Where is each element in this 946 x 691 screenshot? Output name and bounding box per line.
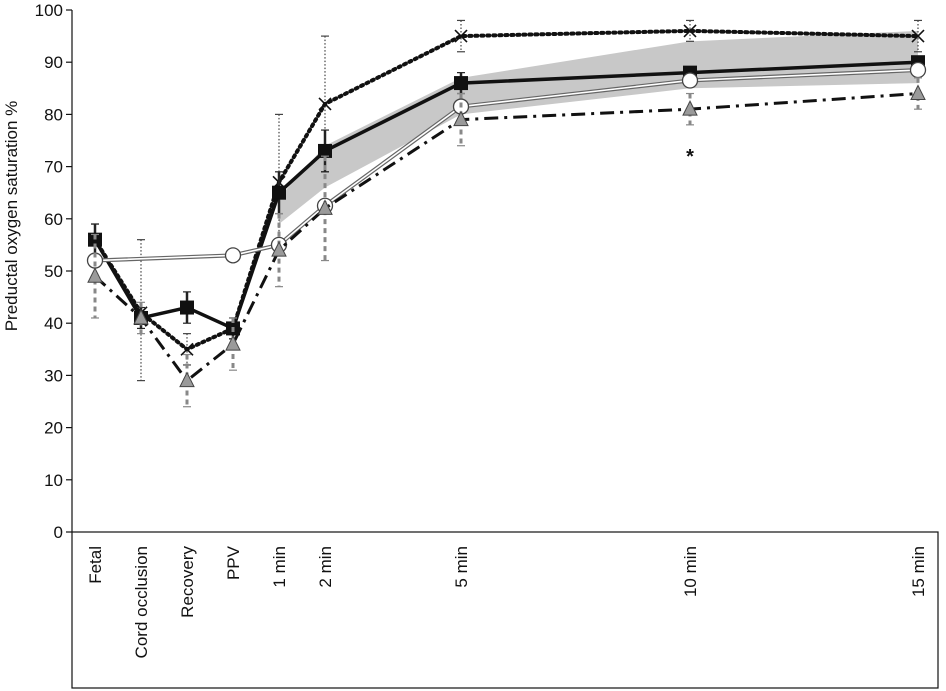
x-category-label-5-min: 5 min	[452, 546, 471, 588]
y-tick-label: 50	[44, 262, 63, 281]
data-point-circle	[909, 61, 927, 79]
y-axis-title: Preductal oxygen saturation %	[2, 101, 21, 332]
series-4-triangle	[87, 77, 926, 408]
y-tick-label: 70	[44, 158, 63, 177]
data-point-square	[454, 76, 468, 91]
y-tick-label: 40	[44, 314, 63, 333]
y-tick-label: 90	[44, 53, 63, 72]
data-point-triangle	[453, 110, 469, 127]
x-category-label-cord-occlusion: Cord occlusion	[132, 546, 151, 658]
data-point-x	[683, 24, 697, 38]
data-point-triangle	[133, 308, 149, 325]
data-point-triangle	[271, 241, 287, 257]
y-tick-label: 10	[44, 471, 63, 490]
y-tick-label: 100	[35, 1, 63, 20]
label-layer: 0 10 20 30 40 50 60 70 80 90 100 Preductal oxygen s…	[2, 1, 928, 658]
data-point-circle	[224, 247, 242, 264]
data-point-triangle	[179, 371, 195, 388]
series-line	[93, 92, 919, 383]
x-category-label-2-min: 2 min	[316, 546, 335, 588]
data-point-x	[318, 97, 332, 111]
data-point-x	[454, 29, 468, 43]
y-tick-label: 60	[44, 210, 63, 229]
data-point-triangle	[317, 199, 333, 215]
data-point-circle	[681, 72, 699, 89]
series-layer	[86, 19, 927, 408]
data-point-triangle	[87, 267, 103, 283]
y-tick-label: 20	[44, 419, 63, 438]
data-point-square	[180, 300, 194, 315]
y-tick-label: 30	[44, 366, 63, 385]
y-tick-label: 80	[44, 105, 63, 124]
x-category-label-10-min: 10 min	[681, 546, 700, 597]
data-point-triangle	[910, 84, 926, 101]
x-axis-box	[71, 531, 939, 689]
data-point-triangle	[682, 100, 698, 116]
y-tick-label: 0	[54, 523, 63, 542]
x-category-label-fetal: Fetal	[86, 546, 105, 584]
x-category-label-15-min: 15 min	[909, 546, 928, 597]
significance-annotation: *	[686, 146, 694, 168]
data-point-triangle	[225, 334, 241, 351]
data-point-square	[318, 143, 332, 158]
data-point-x	[911, 29, 925, 43]
data-point-x	[180, 342, 194, 356]
x-category-label-recovery: Recovery	[178, 546, 197, 618]
x-category-label-1-min: 1 min	[270, 546, 289, 588]
x-category-label-ppv: PPV	[224, 545, 243, 580]
data-point-square	[272, 185, 286, 200]
axes-layer	[66, 9, 939, 689]
